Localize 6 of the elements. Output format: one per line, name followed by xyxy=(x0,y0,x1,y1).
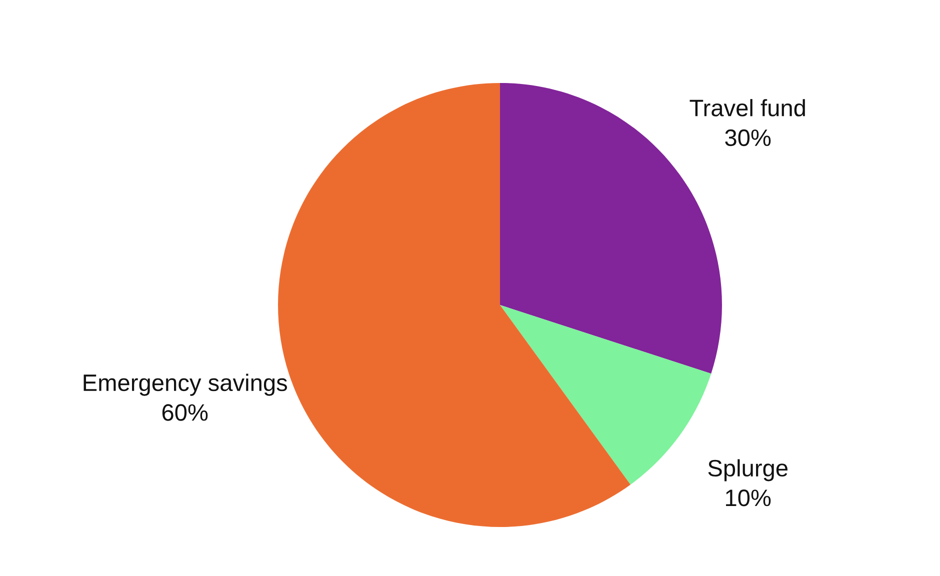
data-label: 10% xyxy=(726,490,771,506)
data-label: 60% xyxy=(162,404,208,421)
slice-label: Travel fund xyxy=(690,99,805,116)
slice-label: Emergency savings xyxy=(84,374,288,396)
data-label: 30% xyxy=(725,129,771,146)
slice-label: Splurge xyxy=(708,459,788,482)
